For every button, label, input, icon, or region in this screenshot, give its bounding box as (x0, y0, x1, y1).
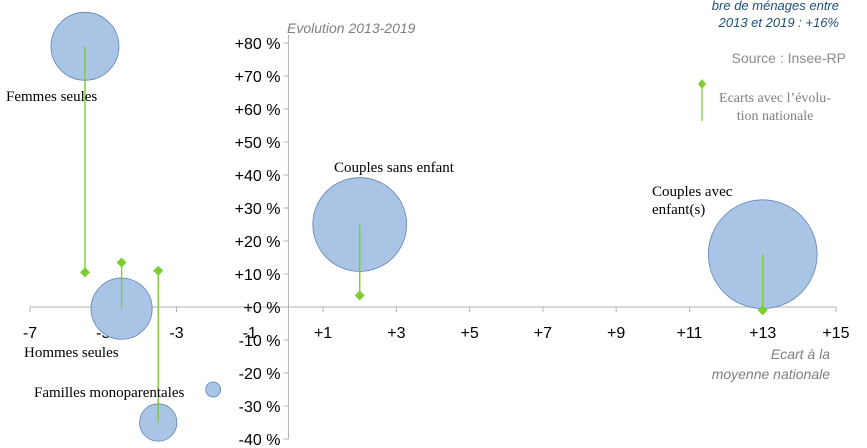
bubble (205, 381, 222, 398)
reference-marker (354, 290, 365, 301)
x-tick-label: +1 (314, 325, 332, 342)
x-tick-label: +9 (607, 325, 625, 342)
x-axis-label: Ecart à la moyenne nationale (712, 346, 831, 382)
x-tick-label: -7 (23, 325, 37, 342)
reference-markers (79, 46, 768, 423)
legend: Ecarts avec l’évolu-tion nationale (698, 79, 831, 124)
x-axis-label-line: moyenne nationale (712, 366, 831, 382)
annotation-text: bre de ménages entre (712, 0, 839, 13)
y-tick-label: +70 % (235, 69, 281, 86)
x-tick-label: +5 (461, 325, 479, 342)
bubble-label: Couples sans enfant (334, 160, 455, 176)
annotation-text: 2013 et 2019 : +16% (718, 15, 839, 30)
y-tick-label: +50 % (235, 135, 281, 152)
y-tick-label: -20 % (239, 366, 281, 383)
legend-label: tion nationale (737, 109, 814, 124)
y-tick-label: +0 % (244, 300, 281, 317)
x-tick-label: +15 (822, 325, 849, 342)
bubble-labels: Femmes seules Hommes seules Familles monop… (6, 89, 733, 401)
y-tick-label: -30 % (239, 399, 281, 416)
y-tick-label: +10 % (235, 267, 281, 284)
x-tick-label: +7 (534, 325, 552, 342)
x-axis-label-line: Ecart à la (771, 346, 830, 362)
x-tick-label: +11 (676, 325, 702, 342)
y-tick-label: -40 % (239, 432, 281, 448)
reference-marker (153, 265, 164, 276)
y-tick-label: +40 % (235, 168, 281, 185)
axes: -7-5-3-1+1+3+5+7+9+11+13+15-40 %-30 %-20… (23, 35, 850, 448)
x-tick-label: -1 (243, 325, 257, 342)
reference-marker (116, 257, 127, 268)
chart-title: Evolution 2013-2019 (287, 20, 416, 36)
legend-marker (698, 79, 706, 89)
annotation: bre de ménages entre 2013 et 2019 : +16% (712, 0, 839, 30)
y-tick-label: +60 % (235, 102, 281, 119)
x-tick-label: -3 (169, 325, 183, 342)
x-tick-label: +3 (387, 325, 405, 342)
x-tick-label: +13 (749, 325, 776, 342)
y-tick-label: -10 % (239, 333, 281, 350)
bubble-label: Femmes seules (6, 89, 97, 105)
y-tick-label: +80 % (235, 36, 281, 53)
y-tick-label: +20 % (235, 234, 281, 251)
y-tick-label: +30 % (235, 201, 281, 218)
bubbles (50, 11, 818, 442)
bubble-label: Hommes seules (24, 345, 119, 361)
reference-marker (79, 267, 90, 278)
bubble-label: Familles monoparentales (34, 385, 185, 401)
bubble-label: Couples avec (652, 184, 733, 200)
source-text: Source : Insee-RP (732, 50, 846, 66)
legend-label: Ecarts avec l’évolu- (719, 91, 831, 106)
bubble-label: enfant(s) (652, 202, 705, 218)
reference-marker (757, 305, 768, 316)
